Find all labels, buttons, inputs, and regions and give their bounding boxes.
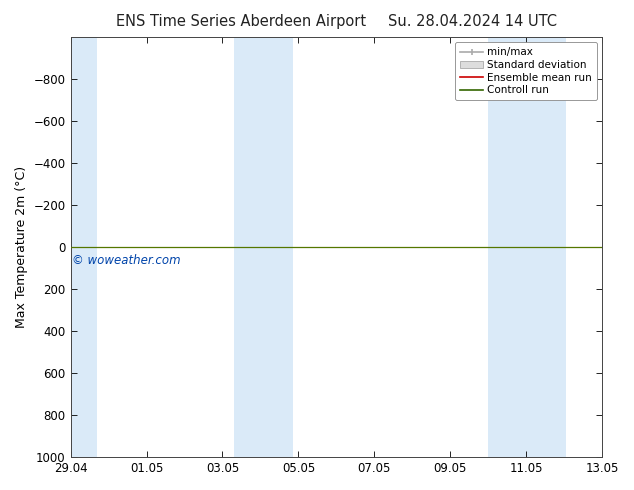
Y-axis label: Max Temperature 2m (°C): Max Temperature 2m (°C)	[15, 166, 28, 328]
Text: ENS Time Series Aberdeen Airport: ENS Time Series Aberdeen Airport	[116, 14, 366, 29]
Legend: min/max, Standard deviation, Ensemble mean run, Controll run: min/max, Standard deviation, Ensemble me…	[455, 42, 597, 100]
Bar	[234, 37, 293, 457]
Text: Su. 28.04.2024 14 UTC: Su. 28.04.2024 14 UTC	[388, 14, 557, 29]
Bar	[70, 37, 97, 457]
Text: © woweather.com: © woweather.com	[72, 254, 181, 268]
Bar	[488, 37, 566, 457]
